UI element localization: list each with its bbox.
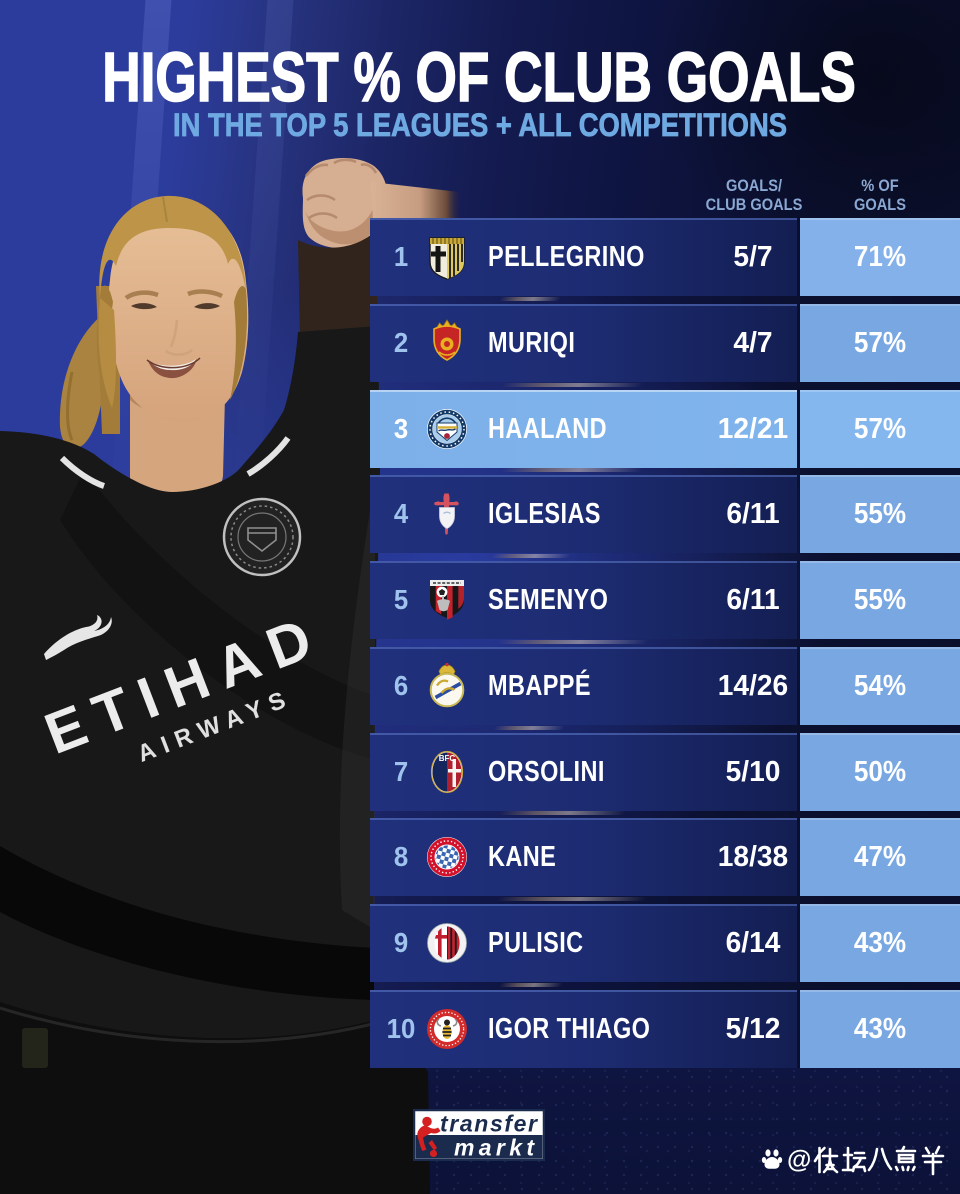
svg-text:@: @ xyxy=(787,1146,811,1174)
svg-text:BFC: BFC xyxy=(439,754,456,763)
svg-text:transfer: transfer xyxy=(440,1111,538,1137)
